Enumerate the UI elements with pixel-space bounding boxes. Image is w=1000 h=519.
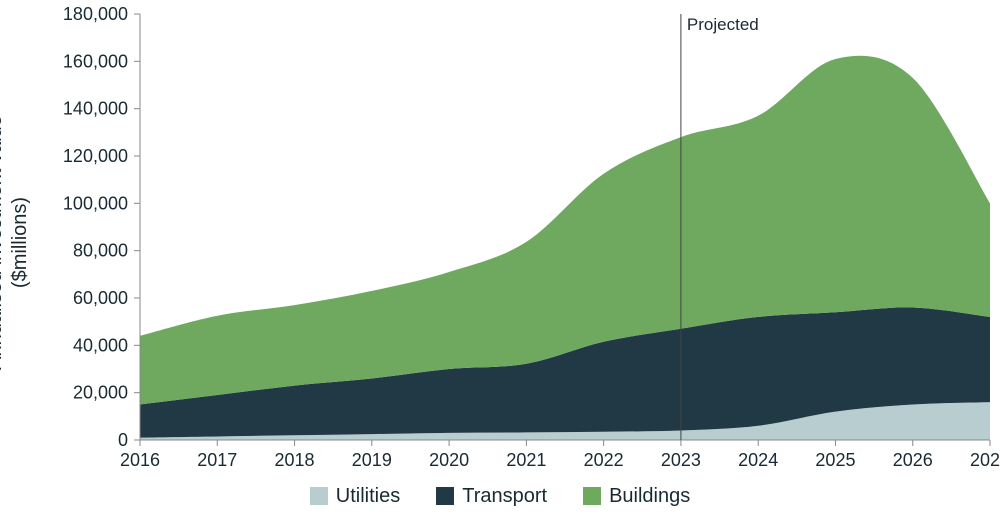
y-tick-label: 120,000: [63, 146, 128, 166]
y-tick-label: 0: [118, 430, 128, 450]
legend-label: Transport: [462, 485, 547, 508]
x-tick-label: 2026: [893, 450, 933, 470]
y-tick-label: 80,000: [73, 241, 128, 261]
legend-swatch: [310, 487, 328, 505]
x-tick-label: 2018: [275, 450, 315, 470]
y-tick-label: 160,000: [63, 51, 128, 71]
stacked-area-chart: Annualised investment value ($millions) …: [0, 0, 1000, 519]
y-tick-label: 60,000: [73, 288, 128, 308]
legend-swatch: [436, 487, 454, 505]
legend-item-utilities: Utilities: [310, 485, 400, 508]
x-tick-label: 2023: [661, 450, 701, 470]
legend-label: Buildings: [609, 485, 690, 508]
x-tick-label: 2022: [584, 450, 624, 470]
chart-svg: 0 20,000 40,000 60,000 80,000 100,000 120,000 1…: [0, 0, 1000, 519]
y-axis-label-line2: ($millions): [8, 42, 33, 442]
y-tick-label: 140,000: [63, 99, 128, 119]
y-axis-label-line1: Annualised investment value: [0, 115, 6, 370]
legend-swatch: [583, 487, 601, 505]
y-tick-label: 100,000: [63, 193, 128, 213]
x-tick-label: 2021: [506, 450, 546, 470]
y-tick-label: 40,000: [73, 335, 128, 355]
legend-label: Utilities: [336, 485, 400, 508]
x-tick-label: 2025: [815, 450, 855, 470]
legend-item-buildings: Buildings: [583, 485, 690, 508]
legend-item-transport: Transport: [436, 485, 547, 508]
x-tick-label: 2027: [970, 450, 1000, 470]
y-tick-label: 180,000: [63, 4, 128, 24]
x-tick-label: 2024: [738, 450, 778, 470]
legend: Utilities Transport Buildings: [0, 485, 1000, 512]
x-tick-label: 2020: [429, 450, 469, 470]
x-tick-label: 2016: [120, 450, 160, 470]
x-tick-label: 2017: [197, 450, 237, 470]
y-tick-label: 20,000: [73, 383, 128, 403]
y-axis-label: Annualised investment value ($millions): [0, 42, 33, 442]
projection-label: Projected: [687, 15, 759, 34]
x-tick-label: 2019: [352, 450, 392, 470]
